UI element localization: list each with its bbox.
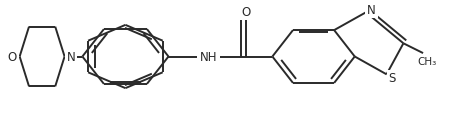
Text: S: S (388, 72, 396, 85)
Text: CH₃: CH₃ (417, 56, 437, 66)
Text: N: N (67, 51, 75, 63)
Text: N: N (367, 4, 376, 17)
Text: O: O (7, 51, 17, 63)
Text: NH: NH (200, 51, 217, 63)
Text: O: O (241, 6, 251, 19)
